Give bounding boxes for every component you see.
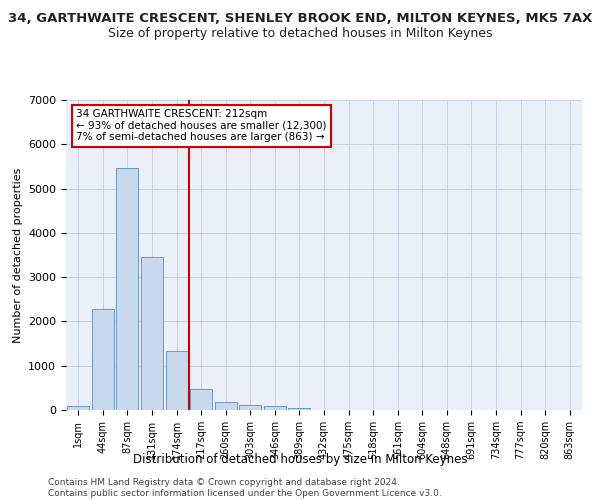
Bar [141, 257, 163, 410]
Text: Distribution of detached houses by size in Milton Keynes: Distribution of detached houses by size … [133, 452, 467, 466]
Bar [166, 351, 188, 410]
Bar [92, 309, 114, 410]
Bar [239, 404, 262, 410]
Bar [116, 168, 139, 410]
Text: 34, GARTHWAITE CRESCENT, SHENLEY BROOK END, MILTON KEYNES, MK5 7AX: 34, GARTHWAITE CRESCENT, SHENLEY BROOK E… [8, 12, 592, 26]
Bar [264, 406, 286, 410]
Bar [215, 402, 237, 410]
Bar [289, 408, 310, 410]
Bar [190, 388, 212, 410]
Text: 34 GARTHWAITE CRESCENT: 212sqm
← 93% of detached houses are smaller (12,300)
7% : 34 GARTHWAITE CRESCENT: 212sqm ← 93% of … [76, 110, 327, 142]
Bar [67, 406, 89, 410]
Y-axis label: Number of detached properties: Number of detached properties [13, 168, 23, 342]
Text: Contains HM Land Registry data © Crown copyright and database right 2024.
Contai: Contains HM Land Registry data © Crown c… [48, 478, 442, 498]
Text: Size of property relative to detached houses in Milton Keynes: Size of property relative to detached ho… [108, 28, 492, 40]
